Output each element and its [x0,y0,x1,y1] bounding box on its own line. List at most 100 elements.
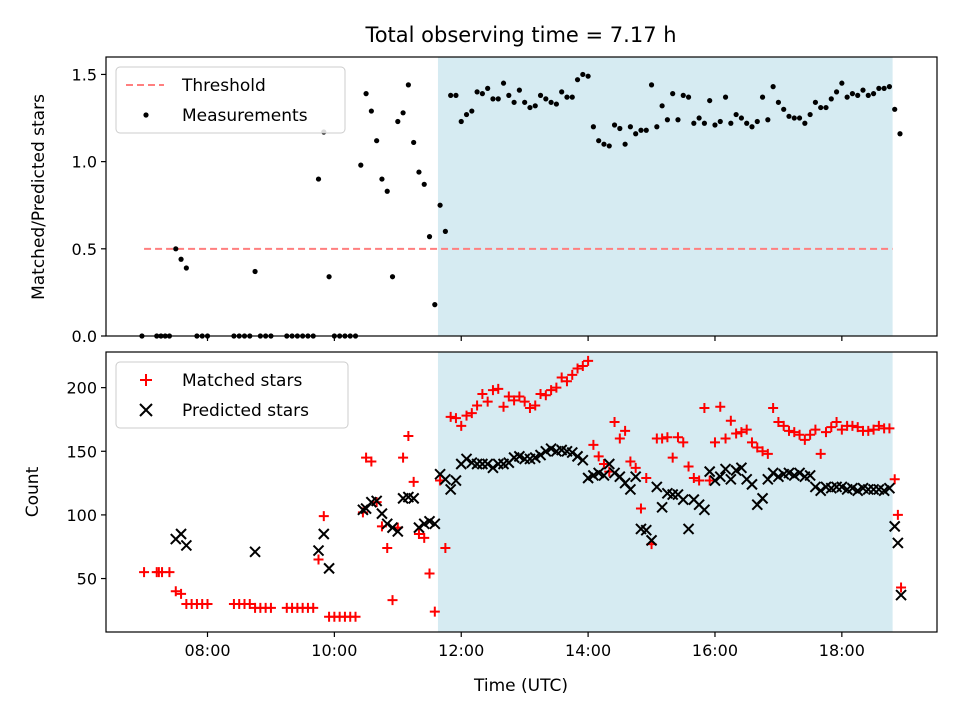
measurement-point [500,80,507,86]
measurement-point [627,124,633,130]
measurement-point [553,101,559,107]
matched-stars-point [176,588,187,599]
matched-stars-point [514,391,525,402]
measurement-point [173,246,179,252]
matched-stars-point [509,395,520,406]
count-panel-y-axis-label: Count [23,466,43,517]
measurement-point [601,141,607,147]
measurement-point [506,92,512,98]
ratio-panel: 0.0 0.5 1.0 1.5 Threshold Measurements [72,56,938,346]
matched-stars-point [757,446,768,457]
measurement-point [548,99,554,105]
matched-stars-point [715,401,726,412]
matched-stars-point [725,415,736,426]
predicted-stars-point [481,458,494,470]
predicted-stars-point [407,492,420,505]
ratio-legend [115,66,346,134]
matched-stars-point [662,432,673,443]
matched-stars-point [567,369,578,380]
measurement-point [485,85,491,91]
measurement-point [680,92,686,98]
ratio-y-tick-label: 1.0 [72,153,97,172]
measurement-point [855,92,861,98]
matched-stars-point [826,422,837,433]
matched-stars-point [202,599,213,609]
measurement-point [775,99,782,105]
ratio-panel-y-axis-label: Matched/Predicted stars [29,94,49,300]
measurement-point [870,91,877,97]
matched-stars-point [672,432,683,443]
matched-stars-point [614,433,625,444]
matched-stars-point [868,424,879,435]
matched-stars-point [657,433,668,444]
count-legend-label: Predicted stars [182,401,309,421]
predicted-stars-point [804,469,816,482]
ratio-observing-window-band [437,57,893,336]
measurement-point [363,91,369,97]
predicted-stars-point [624,483,637,496]
measurement-point [786,113,792,119]
predicted-stars-point [370,495,383,507]
matched-stars-point [387,595,398,606]
predicted-stars-point [656,501,668,513]
matched-stars-point [413,529,424,539]
predicted-stars-point [413,521,425,534]
measurement-point [458,118,464,125]
measurement-point [495,96,501,102]
matched-stars-point [546,385,557,396]
matched-stars-point [620,425,631,436]
predicted-stars-point [682,523,695,535]
legend-predicted-swatch [139,403,153,417]
matched-stars-point [403,431,414,441]
predicted-stars-point [180,539,193,552]
measurement-point [437,202,443,208]
count-y-tick-label: 150 [66,442,97,461]
predicted-stars-point [487,462,499,474]
matched-stars-point [746,437,757,448]
predicted-stars-point [439,473,452,485]
predicted-stars-point [746,478,758,491]
predicted-stars-point [534,449,547,461]
matched-stars-point [244,599,255,609]
matched-stars-point [789,427,800,438]
measurement-point [574,77,581,83]
matched-stars-point [836,424,847,435]
matched-stars-point [577,361,588,371]
measurement-point [749,124,755,130]
matched-stars-point [461,410,472,421]
matched-stars-point [709,437,720,448]
predicted-stars-point [577,454,589,466]
matched-stars-point [768,403,779,413]
measurement-point [722,94,729,100]
measurement-point [892,106,898,112]
measurement-point [654,124,660,130]
measurement-point [659,103,665,109]
predicted-stars-point [386,521,399,534]
chart-title: Total observing time = 7.17 h [364,23,676,47]
matched-stars-point [762,448,773,459]
count-panel: 50 100 150 200 08:00 10:00 12:00 14:00 16:00 18:0… [66,351,938,660]
measurement-point [411,139,417,146]
matched-stars-point [741,424,752,435]
measurement-point [643,127,649,133]
matched-stars-point [382,543,393,553]
matched-stars-point [540,390,551,401]
measurement-point [426,234,433,240]
matched-stars-point [641,473,652,483]
measurement-point [738,115,745,121]
predicted-stars-point [318,528,330,540]
predicted-stars-point [566,446,578,459]
x-tick-label: 14:00 [565,641,611,660]
measurement-point [543,96,549,102]
matched-stars-point [892,509,903,520]
measurement-point [178,256,184,262]
matched-stars-point [366,456,377,467]
predicted-stars-point [444,483,457,496]
matched-stars-point [419,532,430,543]
matched-stars-point [440,543,451,553]
matched-stars-point [778,420,789,431]
predicted-stars-point [809,481,822,493]
measurement-point [860,87,866,93]
predicted-stars-point [603,458,615,470]
